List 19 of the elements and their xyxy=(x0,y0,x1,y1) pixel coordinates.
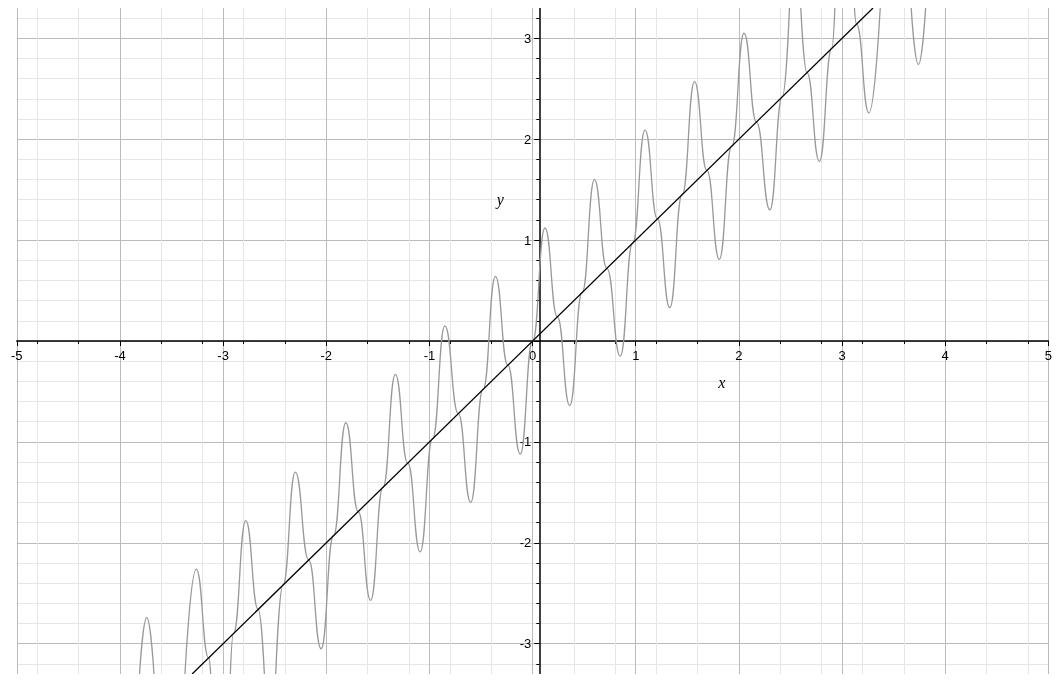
y-tick-label: 3 xyxy=(524,30,532,46)
x-axis-title: x xyxy=(717,373,726,391)
x-tick-label: -2 xyxy=(320,348,333,363)
x-tick-label: -5 xyxy=(11,348,23,363)
x-tick-label: 5 xyxy=(1044,348,1052,363)
y-tick-label: 1 xyxy=(524,232,532,248)
y-tick-label: 2 xyxy=(524,131,532,147)
y-axis-title: y xyxy=(494,190,505,209)
x-tick-label: 2 xyxy=(735,348,743,363)
y-tick-label: -3 xyxy=(519,636,532,652)
x-tick-label: -4 xyxy=(114,348,126,363)
x-tick-label: 1 xyxy=(632,348,640,363)
x-tick-label: 0 xyxy=(528,348,537,363)
x-tick-label: -3 xyxy=(217,348,229,363)
x-tick-label: 4 xyxy=(941,348,949,363)
x-tick-label: -1 xyxy=(423,348,436,363)
y-tick-label: -2 xyxy=(519,535,532,551)
y-tick-label: -1 xyxy=(519,434,532,450)
x-tick-label: 3 xyxy=(838,348,846,363)
